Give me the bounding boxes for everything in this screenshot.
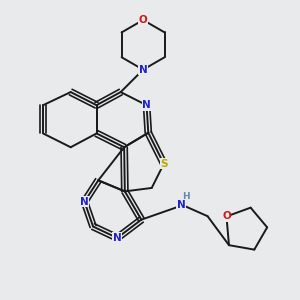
Text: H: H (182, 192, 190, 201)
Text: O: O (139, 15, 148, 25)
Text: O: O (222, 212, 231, 221)
Text: N: N (142, 100, 151, 110)
Text: N: N (177, 200, 185, 210)
Text: N: N (113, 233, 122, 243)
Text: S: S (160, 159, 167, 169)
Text: N: N (80, 197, 89, 207)
Text: N: N (139, 65, 148, 75)
